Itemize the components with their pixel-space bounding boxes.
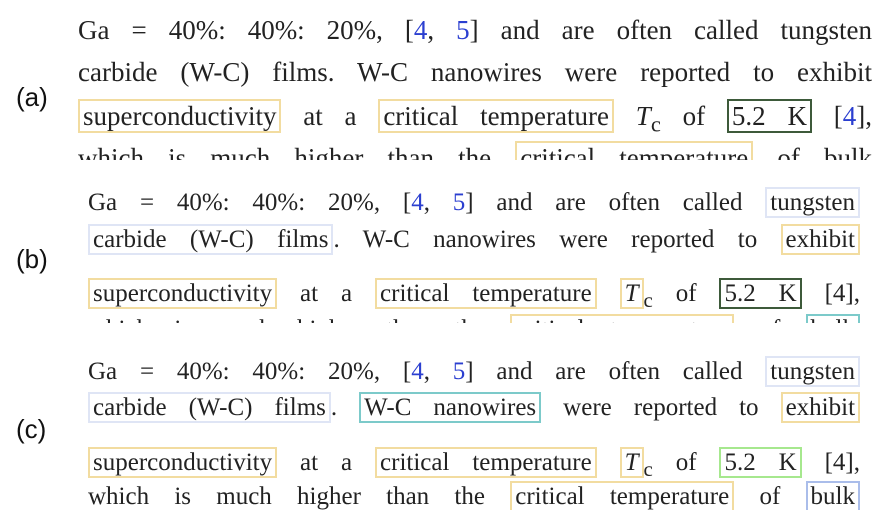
text-span: at a [277, 280, 376, 307]
highlighted-span: T [619, 278, 644, 309]
text-span: which is much higher than the [78, 143, 516, 160]
highlighted-span: 5.2 K [719, 278, 802, 309]
text-span: [4], [801, 449, 860, 476]
text-span: at a [277, 449, 376, 476]
highlighted-span: critical temperature [515, 141, 754, 160]
highlighted-span: T [619, 447, 644, 478]
text-span: 5 [452, 189, 466, 216]
highlighted-span: critical temperature [510, 481, 735, 510]
text-span: 4 [413, 15, 428, 45]
text-line: which is much higher than the critical t… [88, 312, 860, 323]
text-span: were reported to [541, 394, 781, 421]
text-span: carbide (W-C) films. W-C nanowires were … [78, 57, 872, 87]
subscript: c [643, 457, 653, 481]
text-line: carbide (W-C) films. W-C nanowires were … [88, 390, 860, 426]
subscript: c [650, 111, 661, 136]
highlighted-span: W-C nanowires [359, 392, 542, 423]
text-span: . W-C nanowires were reported to [333, 226, 781, 253]
text-span: Ga = 40%: 40%: 20%, [ [88, 358, 412, 385]
highlighted-span: bulk [805, 481, 860, 510]
text-span [614, 101, 636, 131]
text-span: 4 [411, 358, 424, 385]
text-span: , [423, 189, 453, 216]
highlighted-span: bulk [805, 314, 860, 323]
text-span: ], [856, 101, 872, 131]
text-line: Ga = 40%: 40%: 20%, [4, 5] and are often… [88, 185, 860, 221]
text-span: Ga = 40%: 40%: 20%, [ [78, 15, 414, 45]
highlighted-span: superconductivity [88, 278, 278, 309]
highlighted-span: exhibit [780, 224, 860, 255]
text-span: [4], [801, 280, 860, 307]
text-line: which is much higher than the critical t… [88, 479, 860, 510]
highlighted-span: 5.2 K [726, 99, 812, 133]
highlighted-span: superconductivity [78, 99, 282, 133]
highlighted-span: tungsten [765, 187, 860, 218]
text-span: . [330, 394, 360, 421]
text-panel: Ga = 40%: 40%: 20%, [4, 5] and are often… [0, 185, 886, 323]
text-span: , [427, 15, 457, 45]
text-line: superconductivity at a critical temperat… [88, 445, 860, 481]
text-span: 5 [456, 15, 470, 45]
text-panel: Ga = 40%: 40%: 20%, [4, 5] and are often… [0, 352, 886, 510]
text-line: which is much higher than the critical t… [78, 138, 872, 160]
text-line: carbide (W-C) films. W-C nanowires were … [88, 222, 860, 258]
highlighted-span: carbide (W-C) films [88, 392, 331, 423]
text-span: T [635, 101, 651, 131]
text-span: , [423, 358, 453, 385]
highlighted-span: exhibit [780, 392, 860, 423]
text-line: Ga = 40%: 40%: 20%, [4, 5] and are often… [78, 10, 872, 50]
highlighted-span: critical temperature [510, 314, 735, 323]
text-span: 4 [842, 101, 857, 131]
highlighted-span: critical temperature [375, 447, 597, 478]
subscript: c [643, 288, 653, 312]
text-span: ] and are often called [465, 189, 766, 216]
text-span [597, 449, 620, 476]
text-span: which is much higher than the [88, 483, 511, 510]
text-span: ] and are often called tungsten [469, 15, 872, 45]
text-span: 5 [452, 358, 466, 385]
highlighted-span: 5.2 K [719, 447, 802, 478]
text-span: 4 [411, 189, 424, 216]
panel-label: (c) [16, 414, 47, 444]
highlighted-span: tungsten [765, 356, 860, 387]
highlighted-span: superconductivity [88, 447, 278, 478]
text-span: ] and are often called [465, 358, 766, 385]
text-span: of bulk [753, 143, 872, 160]
text-span: [ [811, 101, 843, 131]
text-span: of [734, 316, 805, 323]
text-span: of [652, 449, 720, 476]
text-line: superconductivity at a critical temperat… [78, 96, 872, 136]
text-span: of [734, 483, 806, 510]
text-span: Ga = 40%: 40%: 20%, [ [88, 189, 412, 216]
text-span: which is much higher than the [88, 316, 510, 323]
panel-label: (b) [16, 244, 48, 274]
text-panel: Ga = 40%: 40%: 20%, [4, 5] and are often… [0, 0, 886, 160]
text-line: superconductivity at a critical temperat… [88, 276, 860, 312]
highlighted-span: critical temperature [375, 278, 597, 309]
panel-label: (a) [16, 82, 48, 112]
highlighted-span: carbide (W-C) films [88, 224, 334, 255]
text-span [597, 280, 620, 307]
highlighted-span: critical temperature [378, 99, 614, 133]
text-span: of [660, 101, 727, 131]
text-span: at a [281, 101, 379, 131]
text-span: of [652, 280, 720, 307]
text-line: Ga = 40%: 40%: 20%, [4, 5] and are often… [88, 354, 860, 390]
text-line: carbide (W-C) films. W-C nanowires were … [78, 52, 872, 92]
